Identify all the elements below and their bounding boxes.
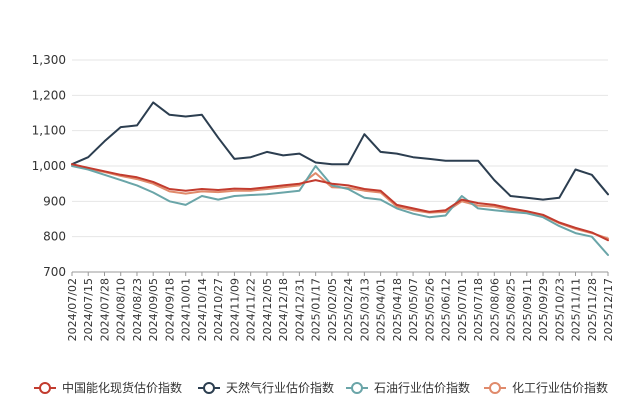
y-tick-label: 1,200 [32,88,66,102]
legend-item-1[interactable]: 天然气行业估价指数 [198,380,334,395]
x-tick-label: 2024/10/14 [196,278,209,341]
x-tick-label: 2025/02/05 [326,278,339,341]
legend-label: 石油行业估价指数 [374,380,470,395]
legend-item-3[interactable]: 化工行业估价指数 [484,380,608,395]
legend-item-2[interactable]: 石油行业估价指数 [346,380,470,395]
x-tick-label: 2025/10/23 [553,278,566,341]
x-tick-label: 2025/01/17 [310,278,323,341]
x-axis: 2024/07/02 2024/07/15 2024/07/28 2024/08/10… [66,271,615,341]
series-line-0 [71,163,609,242]
x-tick-label: 2025/08/06 [488,278,501,341]
x-tick-label: 2024/09/05 [147,278,160,341]
x-tick-label: 2024/08/10 [115,278,128,341]
x-tick-label: 2025/05/26 [423,278,436,341]
x-tick-label: 2025/11/11 [570,278,583,341]
x-tick-label: 2025/04/01 [375,278,388,341]
x-tick-label: 2024/07/02 [66,278,79,341]
x-tick-label: 2024/09/18 [163,278,176,341]
x-tick-label: 2025/04/18 [391,278,404,341]
x-tick-label: 2025/03/13 [358,278,371,341]
grid-lines [72,59,608,273]
x-tick-label: 2024/10/27 [212,278,225,341]
legend[interactable]: 中国能化现货估价指数 天然气行业估价指数 石油行业估价指数 化工行业估价指数 [34,380,608,395]
legend-label: 中国能化现货估价指数 [62,380,182,395]
x-tick-label: 2024/08/23 [131,278,144,341]
x-tick-label: 2024/12/31 [293,278,306,341]
x-tick-label: 2025/02/24 [342,278,355,341]
y-tick-label: 1,300 [32,53,66,67]
x-tick-label: 2025/07/01 [456,278,469,341]
y-axis: 1,300 1,200 1,100 1,000 900 800 700 [32,53,66,279]
y-tick-label: 1,100 [32,124,66,138]
x-tick-label: 2024/12/05 [261,278,274,341]
series-line-1 [71,101,609,201]
x-tick-label: 2025/12/17 [602,278,615,341]
x-tick-label: 2025/09/29 [537,278,550,341]
x-tick-label: 2024/07/15 [82,278,95,341]
series-lines [71,101,609,256]
x-tick-label: 2025/07/18 [472,278,485,341]
y-tick-label: 900 [43,194,66,208]
legend-item-0[interactable]: 中国能化现货估价指数 [34,380,182,395]
x-tick-label: 2025/09/11 [521,278,534,341]
legend-label: 化工行业估价指数 [512,380,608,395]
x-tick-label: 2025/11/28 [586,278,599,341]
x-tick-label: 2024/10/01 [180,278,193,341]
x-tick-label: 2024/11/09 [228,278,241,341]
series-line-2 [71,165,609,256]
x-tick-label: 2025/08/25 [505,278,518,341]
legend-marker-icon [39,382,51,394]
legend-marker-icon [351,382,363,394]
x-tick-label: 2025/06/12 [440,278,453,341]
y-tick-label: 1,000 [32,159,66,173]
x-tick-label: 2024/12/18 [277,278,290,341]
x-tick-label: 2024/11/22 [245,278,258,341]
y-tick-label: 700 [43,265,66,279]
x-tick-label: 2025/05/07 [407,278,420,341]
y-tick-label: 800 [43,230,66,244]
legend-label: 天然气行业估价指数 [226,380,334,395]
x-tick-label: 2024/07/28 [98,278,111,341]
legend-marker-icon [489,382,501,394]
legend-marker-icon [203,382,215,394]
